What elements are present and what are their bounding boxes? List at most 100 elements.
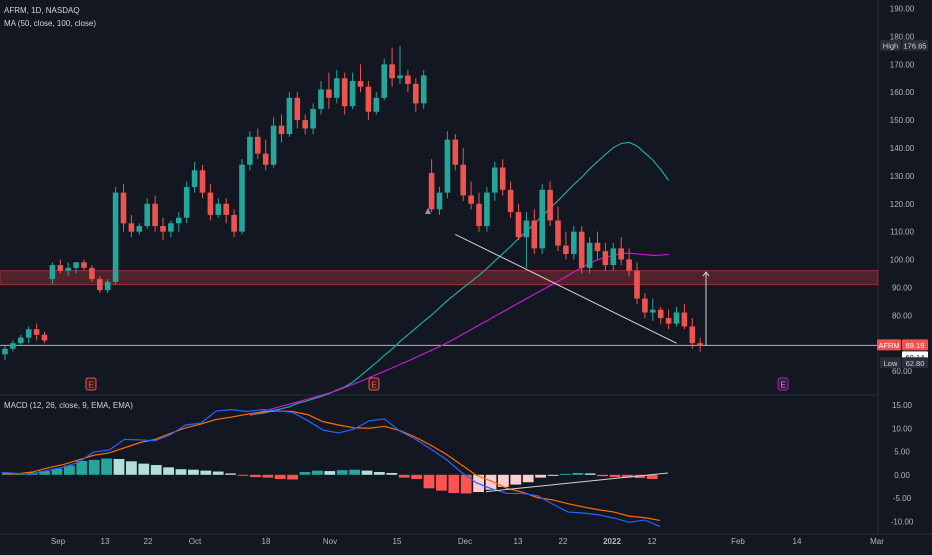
- macd-histogram-bar: [150, 465, 162, 475]
- time-tick-label: 22: [559, 537, 568, 546]
- macd-histogram-bar: [324, 471, 336, 475]
- candle-body: [634, 270, 640, 299]
- symbol-legend[interactable]: AFRM, 1D, NASDAQ: [4, 6, 80, 15]
- ma100-line: [249, 252, 669, 416]
- macd-tick-label: 10.00: [892, 424, 913, 433]
- macd-histogram-bar: [250, 474, 261, 478]
- candle-body: [610, 248, 617, 266]
- candle-body: [310, 108, 316, 129]
- candle-body: [420, 75, 427, 104]
- symbol-price-tag-text: AFRM: [878, 341, 899, 350]
- high-label-badge-bg: [880, 39, 901, 51]
- candle-body: [578, 231, 585, 268]
- macd-tick-label: -10.00: [891, 517, 914, 526]
- last-price-badge: 69.19: [902, 339, 928, 351]
- high-value-badge-bg: [902, 39, 928, 51]
- macd-legend[interactable]: MACD (12, 26, close, 9, EMA, EMA): [4, 401, 133, 410]
- macd-histogram-bar: [237, 474, 249, 476]
- candle-body: [136, 226, 143, 232]
- candle-body: [57, 265, 64, 271]
- macd-histogram-bar: [262, 474, 274, 478]
- candle-body: [523, 220, 530, 238]
- candle-body: [73, 262, 79, 268]
- candle-body: [223, 203, 229, 215]
- candle-body: [255, 136, 261, 154]
- candle-body: [104, 281, 111, 291]
- support-zone: [0, 270, 879, 286]
- macd-histogram-bar: [225, 473, 236, 475]
- macd-histogram-bar: [609, 474, 621, 478]
- candle-body: [270, 125, 277, 165]
- candle-body: [326, 89, 332, 98]
- price-tick-label: 150.00: [890, 116, 915, 125]
- candle-body: [89, 267, 95, 280]
- macd-histogram-bar: [374, 472, 385, 475]
- candle-body: [507, 189, 514, 213]
- candle-body: [515, 212, 522, 238]
- candle-body: [176, 217, 182, 224]
- macd-histogram-bar: [188, 469, 199, 475]
- time-tick-label: 13: [101, 537, 110, 546]
- candle-body: [428, 173, 435, 210]
- candle-body: [571, 231, 577, 254]
- macd-tick-label: 0.00: [894, 471, 910, 480]
- low-value-badge-text: 62.80: [906, 359, 925, 368]
- time-tick-label: Nov: [323, 537, 337, 546]
- ma-legend[interactable]: MA (50, close, 100, close): [4, 19, 97, 28]
- time-tick-label: 18: [262, 537, 271, 546]
- time-tick-label: 15: [393, 537, 402, 546]
- macd-histogram-bar: [448, 474, 460, 493]
- price-tick-label: 190.00: [890, 5, 915, 14]
- candle-body: [681, 312, 688, 327]
- candle-body: [10, 343, 16, 349]
- candle-body: [547, 189, 553, 221]
- candle-body: [2, 348, 8, 355]
- macd-histogram-bar: [535, 474, 546, 478]
- earnings-event-box: [368, 377, 380, 391]
- time-tick-label: 13: [514, 537, 523, 546]
- low-value-badge-bg: [902, 357, 928, 369]
- macd-histogram-bar: [51, 468, 63, 475]
- macd-histogram-bar: [547, 474, 559, 476]
- candle-body: [231, 214, 237, 232]
- time-tick-label: Mar: [870, 537, 884, 546]
- candle-body: [278, 125, 285, 135]
- macd-histogram-bar: [175, 469, 187, 475]
- macd-histogram-bar: [411, 474, 422, 479]
- macd-histogram-bar: [39, 471, 50, 475]
- candle-body: [531, 220, 538, 249]
- price-tick-label: 180.00: [890, 32, 915, 41]
- candle-body: [452, 139, 459, 165]
- candle-body: [81, 262, 87, 268]
- earnings-event-box: [85, 377, 97, 391]
- macd-histogram-bar: [436, 474, 447, 491]
- candle-body: [365, 86, 372, 112]
- price-tick-label: 160.00: [890, 88, 915, 97]
- low-label-badge: Low: [880, 357, 901, 369]
- candle-body: [191, 170, 198, 188]
- time-tick-label: 12: [648, 537, 657, 546]
- candle-body: [25, 329, 32, 338]
- price-tick-label: 170.00: [890, 60, 915, 69]
- candle-body: [199, 170, 206, 193]
- high-value-badge-text: 176.65: [904, 41, 927, 50]
- macd-histogram-bar: [113, 458, 125, 475]
- macd-histogram-bar: [212, 471, 224, 475]
- price-tick-label: 110.00: [890, 228, 914, 237]
- ma50-line: [249, 141, 670, 416]
- last-price-badge-text: 69.19: [906, 341, 925, 350]
- macd-histogram-bar: [560, 473, 571, 475]
- macd-histogram-bar: [597, 474, 608, 477]
- earnings-event-marker: E: [368, 377, 380, 391]
- macd-histogram-bar: [485, 474, 497, 490]
- candle-body: [49, 265, 56, 280]
- macd-histogram-bar: [138, 463, 150, 475]
- macd-histogram-bar: [498, 474, 509, 487]
- candle-body: [563, 245, 569, 254]
- earnings-event-label: E: [371, 381, 376, 390]
- candle-body: [586, 242, 593, 268]
- candle-body: [349, 81, 356, 107]
- earnings-event-label: E: [780, 381, 785, 390]
